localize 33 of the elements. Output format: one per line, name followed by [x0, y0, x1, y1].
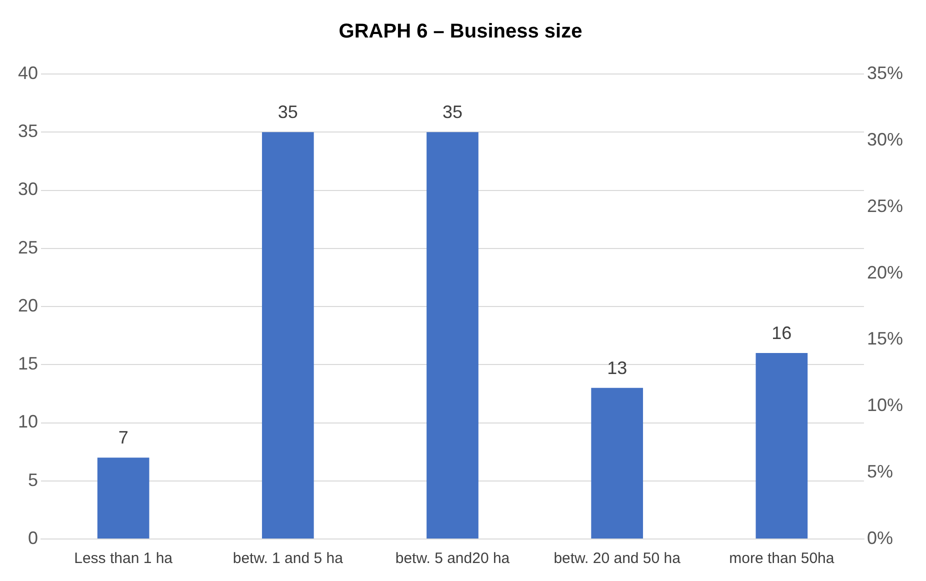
bar: [97, 458, 150, 538]
y2-tick-label: 5%: [866, 462, 893, 482]
y-tick-label: 5: [28, 470, 38, 490]
chart-title: GRAPH 6 – Business size: [338, 20, 582, 43]
y-tick-label: 30: [18, 179, 38, 200]
x-tick-label: betw. 20 and 50 ha: [554, 550, 682, 568]
data-label: 13: [607, 358, 628, 378]
y-tick-label: 10: [18, 412, 38, 432]
y-tick-label: 40: [18, 62, 38, 83]
data-label: 35: [442, 102, 463, 122]
data-label: 16: [772, 322, 792, 343]
y-tick-label: 35: [18, 121, 38, 142]
bar: [591, 388, 644, 538]
x-tick-label: betw. 1 and 5 ha: [232, 550, 344, 568]
bar: [756, 353, 808, 538]
y2-tick-label: 15%: [866, 328, 904, 349]
y2-tick-label: 10%: [866, 395, 904, 416]
bar: [426, 132, 478, 538]
y2-tick-label: 20%: [866, 262, 904, 282]
y-tick-label: 25: [18, 237, 38, 258]
bar: [262, 132, 314, 538]
data-label: 35: [278, 102, 298, 122]
x-tick-label: betw. 5 and20 ha: [395, 550, 510, 568]
y-tick-label: 15: [18, 354, 38, 374]
data-label: 7: [118, 428, 128, 448]
x-tick-label: more than 50ha: [729, 550, 835, 568]
x-tick-label: Less than 1 ha: [74, 550, 174, 568]
y2-tick-label: 0%: [866, 528, 893, 548]
y-tick-label: 0: [28, 528, 38, 548]
y2-tick-label: 35%: [866, 62, 904, 83]
y2-tick-label: 30%: [866, 129, 904, 150]
y-tick-label: 20: [18, 295, 38, 316]
y2-tick-label: 25%: [866, 196, 904, 216]
